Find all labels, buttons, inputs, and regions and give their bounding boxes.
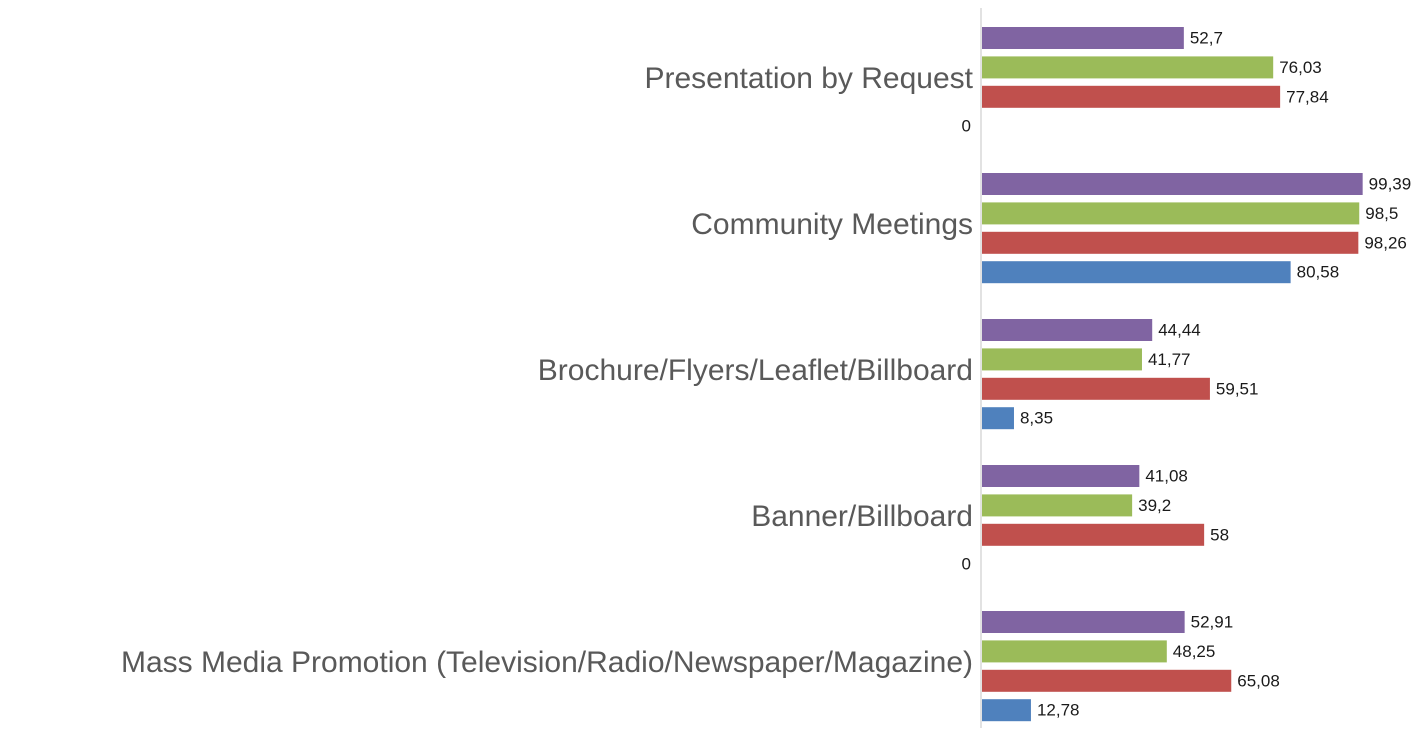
category-label: Presentation by Request <box>644 62 973 95</box>
bar <box>982 377 1210 400</box>
data-label: 59,51 <box>1216 379 1259 398</box>
data-label: 65,08 <box>1237 671 1280 690</box>
bars-layer <box>982 27 1363 722</box>
bar <box>982 669 1232 692</box>
category-label: Brochure/Flyers/Leaflet/Billboard <box>538 354 973 387</box>
bar <box>982 27 1184 49</box>
bar <box>982 348 1142 371</box>
bar <box>982 319 1153 341</box>
data-label: 58 <box>1210 525 1229 544</box>
data-label: 12,78 <box>1037 701 1080 720</box>
data-label: 0 <box>962 117 971 136</box>
bar <box>982 407 1014 430</box>
category-label: Mass Media Promotion (Television/Radio/N… <box>121 646 973 679</box>
value-labels-layer: 52,7 76,03 77,84 0 99,39 98,5 98,26 80,58 44,44 4… <box>962 28 1412 719</box>
bar <box>982 261 1291 284</box>
data-label: 41,08 <box>1145 466 1188 485</box>
data-label: 77,84 <box>1286 87 1329 106</box>
bar <box>982 173 1363 195</box>
category-label: Banner/Billboard <box>751 500 973 533</box>
data-label: 39,2 <box>1138 496 1171 515</box>
data-label: 52,7 <box>1190 28 1223 47</box>
data-label: 80,58 <box>1297 263 1340 282</box>
data-label: 48,25 <box>1173 642 1216 661</box>
bar <box>982 202 1360 225</box>
bar <box>982 56 1274 79</box>
bar <box>982 699 1031 722</box>
data-label: 98,5 <box>1365 204 1398 223</box>
data-label: 52,91 <box>1191 612 1234 631</box>
category-label: Community Meetings <box>691 208 973 241</box>
category-labels-layer: Presentation by Request Community Meeting… <box>121 62 974 679</box>
data-label: 98,26 <box>1364 233 1407 252</box>
bar <box>982 611 1185 633</box>
bar <box>982 85 1281 108</box>
bar <box>982 640 1167 663</box>
data-label: 76,03 <box>1279 58 1322 77</box>
data-label: 99,39 <box>1369 174 1412 193</box>
bar <box>982 494 1133 517</box>
bar <box>982 231 1359 254</box>
data-label: 0 <box>962 555 971 574</box>
bar <box>982 523 1205 546</box>
data-label: 41,77 <box>1148 350 1191 369</box>
data-label: 8,35 <box>1020 409 1053 428</box>
bar <box>982 465 1140 487</box>
data-label: 44,44 <box>1158 320 1201 339</box>
